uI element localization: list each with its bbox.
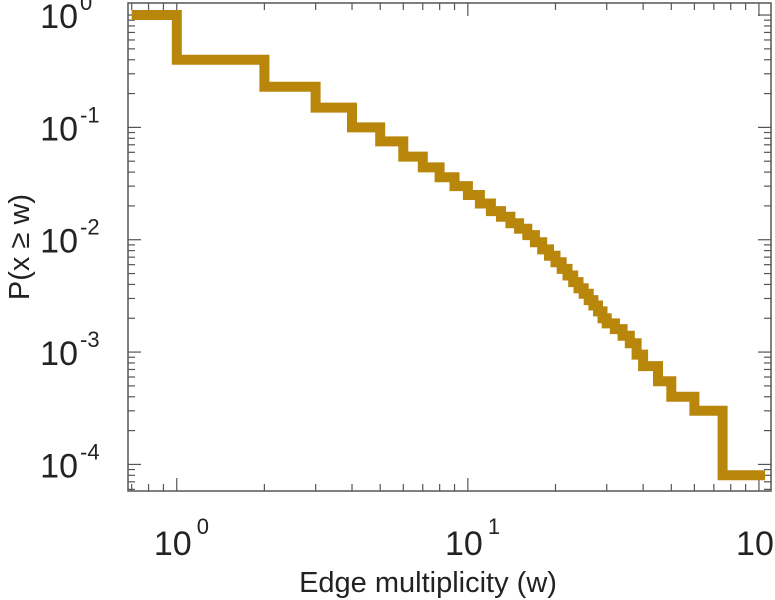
y-tick-label: 10 -2 bbox=[40, 215, 99, 261]
y-tick-exp: 0 bbox=[80, 0, 92, 15]
y-tick-label: 10 -3 bbox=[40, 327, 99, 373]
y-tick-base: 10 bbox=[40, 223, 78, 261]
plot-frame bbox=[127, 2, 772, 492]
x-axis-label: Edge multiplicity (w) bbox=[299, 567, 557, 599]
x-tick-base: 10 bbox=[154, 525, 192, 563]
y-tick-label: 10 -4 bbox=[40, 439, 99, 485]
y-tick-label: 10 -1 bbox=[40, 102, 99, 148]
y-tick-label: 10 0 bbox=[40, 0, 92, 36]
y-tick-base: 10 bbox=[40, 447, 78, 485]
x-tick-exp: 0 bbox=[197, 514, 209, 539]
x-tick-base: 10 bbox=[445, 525, 483, 563]
y-tick-base: 10 bbox=[40, 110, 78, 148]
major-ticks bbox=[128, 3, 771, 491]
x-tick-exp: 1 bbox=[488, 514, 500, 539]
minor-ticks bbox=[128, 3, 771, 491]
x-tick-labels: 100101102 bbox=[154, 514, 774, 563]
series-line bbox=[131, 10, 766, 481]
y-tick-base: 10 bbox=[40, 335, 78, 373]
x-tick-label: 10 1 bbox=[445, 514, 500, 563]
y-axis-label: P(x ≥ w) bbox=[4, 194, 36, 300]
x-tick-label: 102 bbox=[736, 525, 774, 563]
x-tick-label: 10 0 bbox=[154, 514, 209, 563]
y-tick-exp: -2 bbox=[80, 215, 100, 240]
y-tick-exp: -4 bbox=[80, 439, 100, 464]
y-tick-exp: -1 bbox=[80, 102, 100, 127]
y-tick-exp: -3 bbox=[80, 327, 100, 352]
y-tick-base: 10 bbox=[40, 0, 78, 36]
x-tick-base: 10 bbox=[736, 525, 774, 563]
